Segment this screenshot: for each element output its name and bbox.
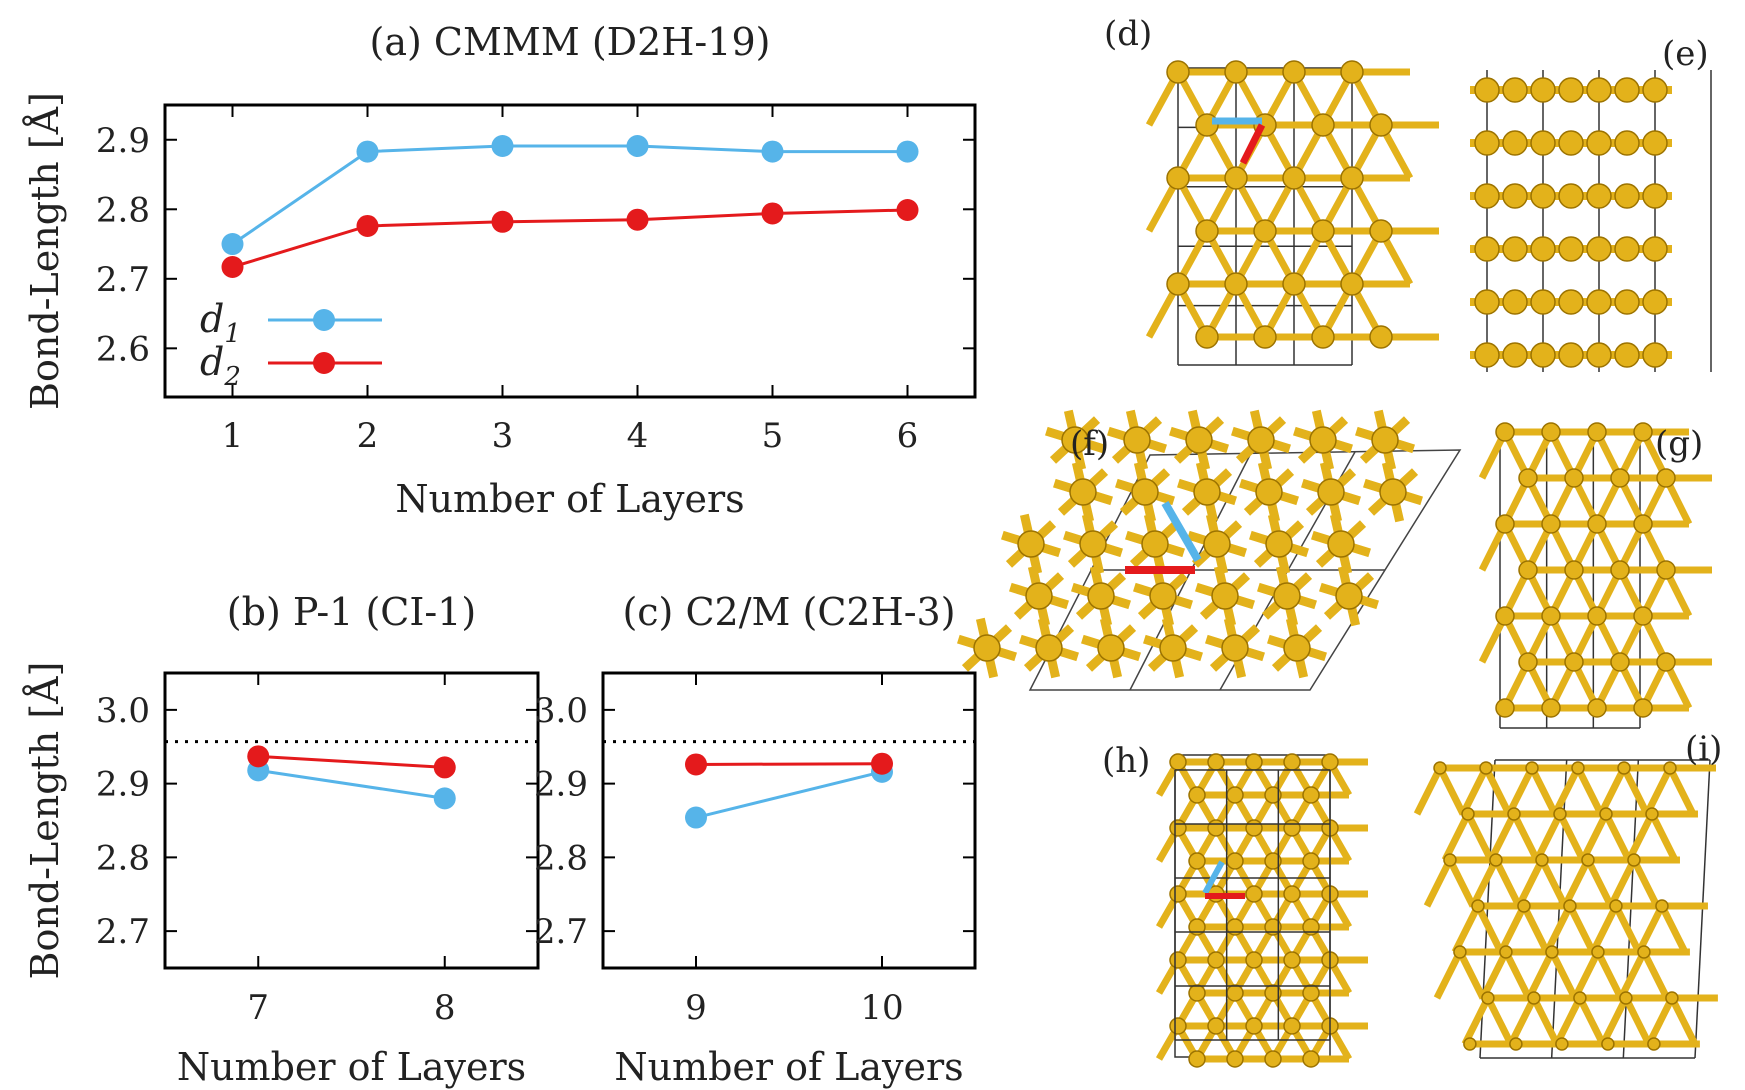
y-tick-label: 2.9 [96,765,150,805]
structure-panel-h: (h) [1102,741,1368,1068]
plot-frame [163,103,977,399]
series-line-d2 [695,762,883,766]
data-point-d2 [761,202,784,225]
data-point-d1 [626,135,649,158]
series-line-d2 [258,754,445,769]
y-tick-label: 2.7 [96,912,150,952]
data-point-d1 [433,787,456,810]
data-point-d2 [626,208,649,231]
series-line-d1 [695,770,883,820]
y-tick-label: 2.8 [96,190,150,230]
y-tick-label: 2.6 [96,329,150,369]
chart-title: (b) P-1 (CI-1) [227,590,476,634]
y-axis-label: Bond-Length [Å] [23,92,67,410]
structure-panel-f: (f) [957,409,1462,691]
chart-b: (b) P-1 (CI-1) 2.7 2.8 2.9 3.0 7 8 Number of La… [23,590,540,1089]
series-line-d1 [258,768,445,800]
panel-label: (d) [1104,14,1152,54]
y-tick-label: 2.7 [534,912,588,952]
y-tick-label: 2.9 [96,121,150,161]
data-point-d2 [356,214,379,237]
bond-d2 [1239,123,1266,165]
chart-c: (c) C2/M (C2H-3) 2.7 2.8 2.9 3.0 9 10 Number of… [534,590,977,1089]
y-tick-label: 2.7 [96,260,150,300]
structure-panel-g: (g) [1478,422,1712,729]
data-point-d1 [491,135,514,158]
data-point-d1 [896,140,919,163]
x-tick-label: 1 [222,416,244,456]
y-axis-label: Bond-Length [Å] [23,662,67,980]
data-point-d2 [221,255,244,278]
legend-label-d1: d1 [200,297,241,349]
data-point-d2 [896,198,919,221]
structure-panel-i: (i) [1413,729,1722,1059]
data-point-d2 [433,756,456,779]
y-tick-label: 3.0 [534,691,588,731]
x-tick-label: 9 [685,988,707,1028]
x-tick-label: 7 [247,988,269,1028]
legend-marker-d1 [313,309,335,331]
bond-d1 [1202,860,1225,895]
x-tick-label: 5 [762,416,784,456]
panel-label: (h) [1102,741,1150,781]
x-tick-label: 10 [860,988,903,1028]
x-tick-label: 3 [492,416,514,456]
structure-panel-d: (d) [1104,14,1439,366]
data-point-d1 [356,140,379,163]
y-tick-label: 3.0 [96,691,150,731]
legend-label-d2: d2 [200,340,241,392]
x-axis-label: Number of Layers [614,1045,963,1089]
structure-panel-e: (e) [1470,34,1712,372]
chart-a: (a) CMMM (D2H-19) 2.6 2.7 2.8 2.9 1 2 3 4 5 6 Numbe… [23,20,977,521]
data-point-d1 [685,806,707,829]
data-point-d2 [247,745,270,768]
legend-marker-d2 [313,352,335,374]
y-tick-label: 2.8 [534,838,588,878]
panel-label: (f) [1070,424,1109,464]
data-point-d2 [491,210,514,233]
series-line-d2 [232,208,908,269]
panel-label: (e) [1662,34,1709,74]
data-point-d1 [221,233,244,256]
series-line-d1 [231,144,908,246]
y-tick-label: 2.9 [534,765,588,805]
chart-title: (a) CMMM (D2H-19) [370,20,771,64]
plot-frame [163,671,540,970]
data-point-d2 [871,752,893,775]
data-point-d2 [685,753,707,776]
x-axis-label: Number of Layers [395,477,744,521]
plot-frame [601,671,977,970]
data-point-d1 [761,140,784,163]
x-tick-label: 4 [627,416,649,456]
panel-label: (i) [1685,729,1722,769]
x-tick-label: 6 [897,416,919,456]
x-axis-label: Number of Layers [177,1045,526,1089]
chart-title: (c) C2/M (C2H-3) [622,590,955,634]
panel-label: (g) [1655,424,1703,464]
bond-d1 [1161,500,1202,563]
x-tick-label: 8 [434,988,456,1028]
x-tick-label: 2 [357,416,379,456]
y-tick-label: 2.8 [96,838,150,878]
